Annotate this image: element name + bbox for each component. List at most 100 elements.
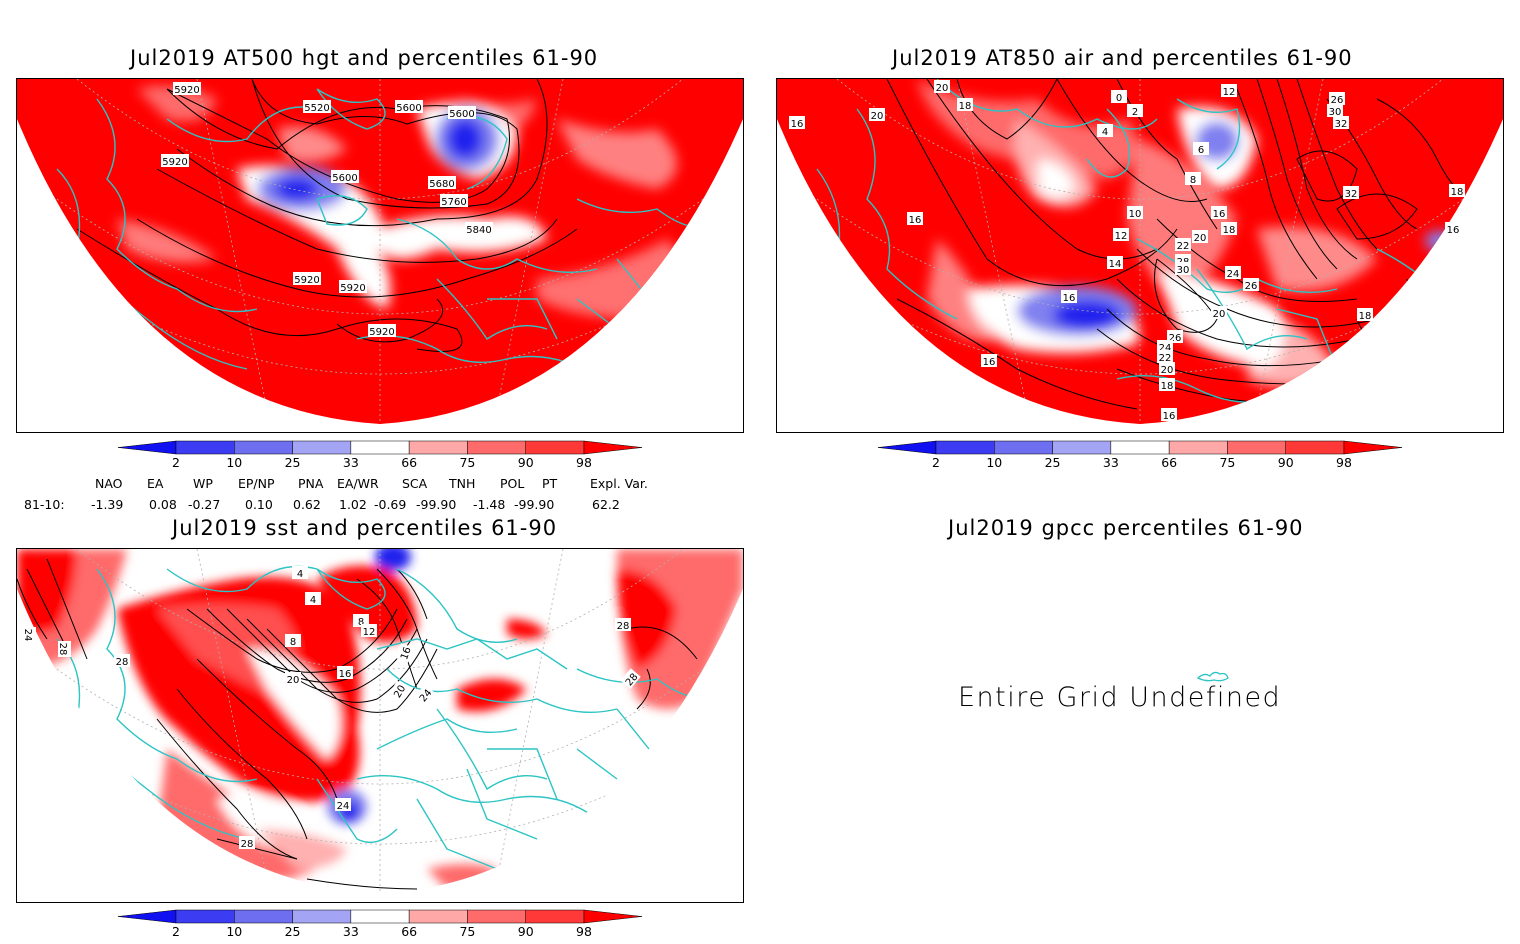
contour-labels-sst: 24 28 28 4 4 8 8 12 16 16 20 20 24 24 28… — [22, 566, 641, 850]
contour-label: 22 — [1159, 353, 1172, 364]
colorbar-segment — [467, 440, 526, 455]
colorbar-segment — [234, 440, 293, 455]
index-value: 0.62 — [293, 497, 321, 512]
colorbar-tick-label: 10 — [226, 924, 242, 939]
contour-label: 24 — [22, 629, 33, 642]
colorbar-svg: 2 10 25 33 66 75 90 98 — [117, 440, 643, 470]
index-header: SCA — [402, 476, 428, 491]
colorbar-segment — [935, 440, 995, 455]
map-air850: 20 18 20 16 0 2 4 12 6 8 10 12 14 16 16 … — [777, 79, 1503, 424]
contour-label: 20 — [936, 83, 949, 94]
index-header: WP — [193, 476, 213, 491]
contour-label: 5520 — [304, 103, 329, 114]
map-panel-sst: 24 28 28 4 4 8 8 12 16 16 20 20 24 24 28… — [16, 548, 744, 903]
colorbar-tick-label: 66 — [401, 455, 417, 470]
contour-label: 4 — [1102, 127, 1108, 138]
contour-label: 5920 — [294, 275, 319, 286]
map-sst: 24 28 28 4 4 8 8 12 16 16 20 20 24 24 28… — [17, 549, 743, 894]
colorbar-segment — [1052, 440, 1112, 455]
colorbar-segment — [583, 440, 643, 455]
colorbar-segment — [350, 440, 410, 455]
colorbar-svg: 2 10 25 33 66 75 90 98 — [877, 440, 1403, 470]
colorbar-air850: 2 10 25 33 66 75 90 98 — [877, 440, 1403, 474]
contour-label: 18 — [1161, 381, 1174, 392]
index-value: -99.90 — [416, 497, 457, 512]
contour-label: 5920 — [174, 85, 199, 96]
colorbar-segment — [408, 909, 468, 924]
contour-label: 16 — [909, 215, 922, 226]
colorbar-tick-label: 2 — [172, 924, 180, 939]
colorbar-tick-label: 90 — [1278, 455, 1294, 470]
contour-label: 24 — [1227, 269, 1240, 280]
index-header: POL — [500, 476, 525, 491]
contour-label: 28 — [617, 621, 630, 632]
contour-label: 26 — [1331, 95, 1344, 106]
contour-label: 4 — [310, 595, 316, 606]
colorbar-segment — [467, 909, 526, 924]
contour-label: 12 — [1223, 87, 1236, 98]
contour-label: 5600 — [396, 103, 421, 114]
index-header: TNH — [449, 476, 476, 491]
colorbar-tick-label: 90 — [518, 924, 534, 939]
index-header: PNA — [298, 476, 324, 491]
contour-label: 8 — [358, 617, 364, 628]
colorbar-hgt500: 2 10 25 33 66 75 90 98 — [117, 440, 643, 474]
colorbar-segment — [583, 909, 643, 924]
colorbar-tick-label: 25 — [1045, 455, 1061, 470]
contour-label: 32 — [1345, 189, 1358, 200]
colorbar-tick-label: 33 — [1103, 455, 1119, 470]
contour-label: 5760 — [441, 197, 466, 208]
colorbar-tick-label: 66 — [401, 924, 417, 939]
index-row-label: 81-10: — [24, 497, 65, 512]
contour-label: 5840 — [466, 225, 491, 236]
colorbar-segment — [350, 909, 410, 924]
contour-label: 24 — [1159, 343, 1172, 354]
contour-label: 12 — [363, 627, 376, 638]
colorbar-segment — [1285, 440, 1345, 455]
colorbar-segment — [1343, 440, 1403, 455]
contour-label: 30 — [1329, 107, 1342, 118]
contour-label: 28 — [241, 839, 254, 850]
colorbar-segment — [234, 909, 293, 924]
contour-label: 4 — [297, 569, 303, 580]
contour-label: 20 — [1213, 309, 1226, 320]
colorbar-segment — [1110, 440, 1170, 455]
contour-label: 16 — [1063, 293, 1076, 304]
colorbar-segment — [877, 440, 937, 455]
colorbar-segment — [292, 909, 352, 924]
index-value: 0.10 — [245, 497, 273, 512]
contour-label: 2 — [1132, 107, 1138, 118]
contour-label: 5600 — [449, 109, 474, 120]
island-outline-icon — [1196, 671, 1229, 682]
colorbar-tick-label: 75 — [459, 924, 475, 939]
contour-label: 10 — [1129, 209, 1142, 220]
contour-label: 18 — [959, 101, 972, 112]
contour-label: 20 — [1194, 233, 1207, 244]
colorbar-tick-label: 33 — [343, 455, 359, 470]
index-header: EA/WR — [337, 476, 379, 491]
colorbar-tick-label: 98 — [1336, 455, 1352, 470]
colorbar-tick-label: 90 — [518, 455, 534, 470]
contour-labels-air850: 20 18 20 16 0 2 4 12 6 8 10 12 14 16 16 … — [789, 80, 1465, 422]
panel-title-gpcc: Jul2019 gpcc percentiles 61-90 — [948, 516, 1304, 540]
contour-label: 20 — [871, 111, 884, 122]
contour-label: 18 — [1451, 187, 1464, 198]
contour-label: 16 — [339, 669, 352, 680]
index-value: -1.39 — [91, 497, 124, 512]
contour-label: 16 — [1447, 225, 1460, 236]
colorbar-segment — [175, 909, 235, 924]
index-header: Expl. Var. — [590, 476, 648, 491]
contour-label: 8 — [290, 637, 296, 648]
contour-label: 20 — [287, 675, 300, 686]
colorbar-segment — [175, 440, 235, 455]
colorbar-segment — [292, 440, 352, 455]
colorbar-tick-label: 2 — [932, 455, 940, 470]
contour-label: 5920 — [162, 157, 187, 168]
colorbar-tick-label: 33 — [343, 924, 359, 939]
contour-label: 5920 — [340, 283, 365, 294]
contour-label: 16 — [399, 646, 414, 662]
contour-label: 18 — [1359, 311, 1372, 322]
colorbar-segment — [408, 440, 468, 455]
index-header: EA — [147, 476, 164, 491]
colorbar-tick-label: 66 — [1161, 455, 1177, 470]
